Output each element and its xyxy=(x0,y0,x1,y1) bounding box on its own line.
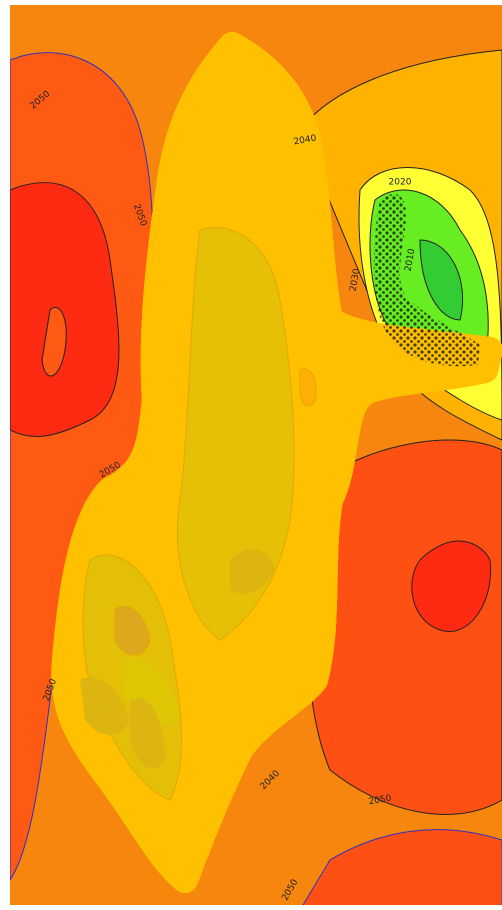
page: 2050204020202010203020502050205020402050… xyxy=(0,0,502,910)
contour-map: 2050204020202010203020502050205020402050… xyxy=(0,0,502,910)
contour-label: 2020 xyxy=(389,178,412,188)
map-layers xyxy=(10,5,502,910)
